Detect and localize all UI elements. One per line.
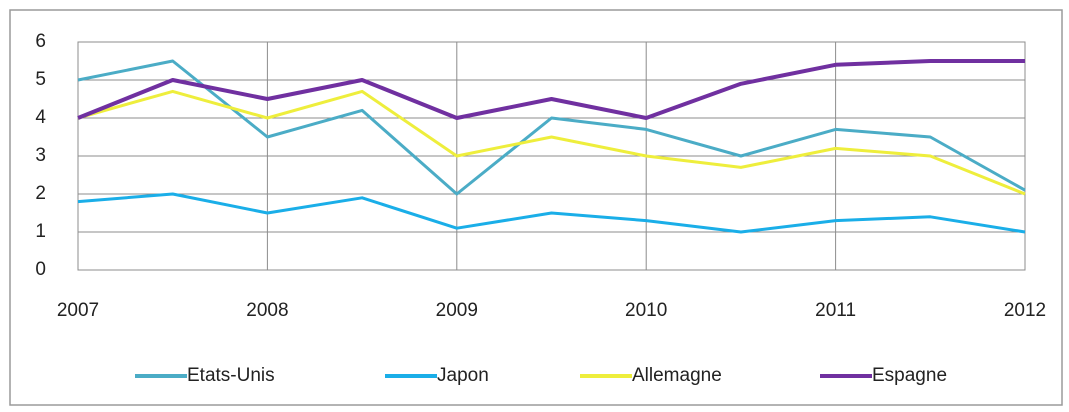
- x-tick-label: 2012: [1004, 300, 1046, 321]
- legend-label: Espagne: [872, 365, 947, 386]
- y-tick-label: 0: [35, 259, 46, 280]
- legend-label: Allemagne: [632, 365, 722, 386]
- x-tick-label: 2009: [436, 300, 478, 321]
- series-line: [77, 59, 1025, 120]
- series-line: [77, 89, 1026, 196]
- x-tick-label: 2011: [815, 300, 856, 321]
- y-tick-label: 5: [35, 69, 46, 90]
- y-tick-label: 1: [35, 221, 46, 242]
- legend-label: Etats-Unis: [187, 365, 275, 386]
- series-line: [77, 192, 1026, 234]
- y-tick-label: 3: [35, 145, 46, 166]
- y-tick-label: 6: [35, 31, 46, 52]
- series-line: [77, 59, 1026, 196]
- y-tick-label: 2: [35, 183, 46, 204]
- x-tick-label: 2007: [57, 300, 99, 321]
- chart-frame: [9, 9, 1063, 406]
- legend-label: Japon: [437, 365, 489, 386]
- plot-area: [77, 41, 1026, 271]
- x-tick-label: 2010: [625, 300, 667, 321]
- x-tick-label: 2008: [246, 300, 288, 321]
- y-tick-label: 4: [35, 107, 46, 128]
